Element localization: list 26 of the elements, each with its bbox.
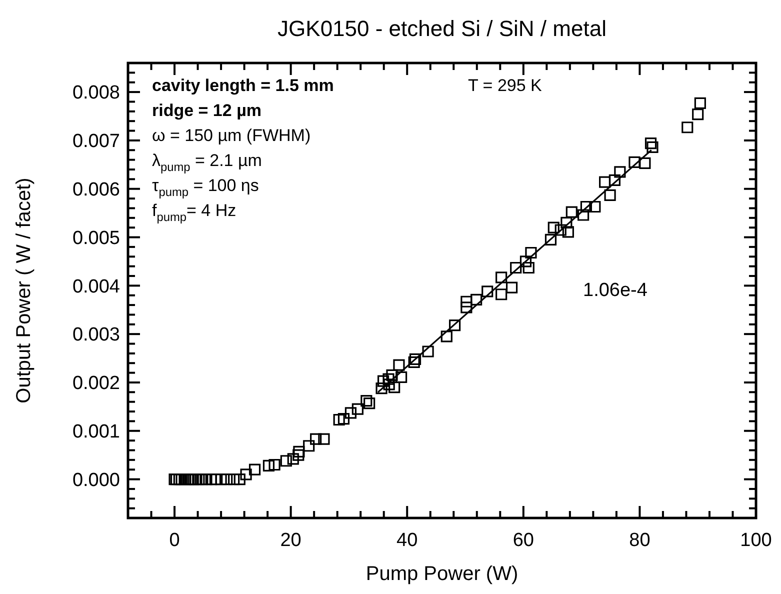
- x-tick-label: 40: [396, 530, 418, 551]
- annotation: T = 295 K: [468, 76, 543, 95]
- y-tick-label: 0.002: [72, 373, 120, 394]
- x-tick-label: 0: [169, 530, 180, 551]
- x-axis-title: Pump Power (W): [366, 563, 518, 585]
- annotation: cavity length = 1.5 mm: [152, 76, 334, 95]
- annotation: λ$_{pump}$ = 2.1 µm: [152, 151, 262, 174]
- y-tick-label: 0.000: [72, 470, 120, 491]
- annotation: ω = 150 µm (FWHM): [152, 126, 311, 145]
- y-tick-label: 0.003: [72, 324, 120, 346]
- annotation: 1.06e-4: [583, 280, 648, 301]
- annotation: τ$_{pump}$ = 100 ηs: [152, 176, 259, 200]
- y-tick-label: 0.007: [72, 131, 120, 152]
- y-tick-label: 0.006: [72, 180, 120, 200]
- y-tick-label: 0.005: [72, 228, 120, 249]
- x-tick-label: 100: [740, 530, 772, 551]
- x-tick-label: 80: [629, 530, 650, 551]
- annotation: f$_{pump}$= 4 Hz: [152, 201, 236, 224]
- annotation: ridge = 12 µm: [152, 101, 262, 120]
- y-tick-label: 0.004: [72, 276, 120, 298]
- y-tick-label: 0.008: [72, 82, 120, 104]
- x-tick-label: 60: [512, 530, 534, 551]
- y-tick-label: 0.001: [72, 422, 120, 443]
- chart-title: JGK0150 - etched Si / SiN / metal: [278, 16, 606, 41]
- x-tick-label: 20: [280, 530, 302, 551]
- y-axis-title: Output Power ( W / facet): [13, 178, 35, 404]
